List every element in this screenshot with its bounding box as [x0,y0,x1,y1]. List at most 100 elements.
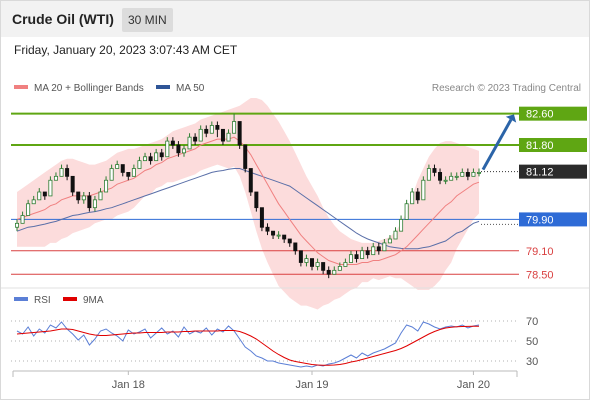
candle [193,133,198,145]
candle [215,121,220,138]
candle [48,176,53,197]
rsi-panel: 70 50 30 [11,316,538,368]
candle [276,231,281,239]
candle [337,262,342,271]
legend-swatch-ma20 [14,85,28,89]
rsi-9ma-line [16,325,480,366]
arrow-shaft [481,118,513,171]
candle [237,121,242,149]
candle [404,199,409,220]
candle [198,125,203,142]
candle [26,199,31,216]
candle [365,246,370,259]
candle [315,258,320,271]
candle [476,168,481,177]
candle [298,250,303,267]
candle [209,121,214,134]
candle [438,168,443,185]
candle [465,168,470,181]
legend-label-rsi: RSI [34,295,51,306]
candle [126,172,131,181]
candle [53,172,58,181]
legend-swatch-ma50 [156,85,170,89]
x-tick-label: Jan 19 [295,379,328,391]
candle [432,164,437,177]
candle [65,164,70,181]
candle [376,242,381,255]
candle [220,128,225,145]
candle [98,188,103,201]
candle [282,234,287,243]
candle [76,191,81,204]
instrument-title: Crude Oil (WTI) [12,11,114,27]
candle [449,172,454,181]
candle [348,250,353,263]
candle [37,188,42,201]
rsi-line [16,321,480,368]
candle [31,195,36,205]
candle [204,125,209,138]
candle [426,164,431,181]
candle [271,230,276,239]
level-tag-81-80: 81.80 [526,140,554,152]
candles [14,113,481,279]
header-bar: Crude Oil (WTI) 30 MIN [1,1,589,37]
candle [226,129,231,142]
level-tag-79-10: 79.10 [526,246,554,258]
candle [471,168,476,177]
candle [187,133,192,150]
rsi-gridlines: 70 50 30 [11,316,538,368]
candle [371,242,376,256]
level-lines [11,112,519,275]
candle [254,191,259,212]
legend-swatch-9ma [63,297,77,301]
rsi-tick-70: 70 [526,316,538,328]
level-tag-81-12-bg [519,164,587,179]
candle [382,239,387,252]
x-axis: Jan 18 Jan 19 Jan 20 [12,370,518,391]
level-tag-79-90: 79.90 [526,214,554,226]
candle [59,164,64,177]
candle [343,258,348,267]
candle [360,246,365,259]
candle [393,227,398,240]
candle [176,141,181,157]
candle [81,192,86,204]
bollinger-band [17,98,479,310]
legend-swatch-rsi [14,297,28,301]
level-tag-79-90-bg [519,212,587,227]
rsi-tick-30: 30 [526,356,538,368]
candle [304,254,309,267]
candle [410,188,415,205]
candle [120,164,125,177]
level-tag-82-60: 82.60 [526,109,554,121]
candle [232,113,237,134]
level-tag-81-12: 81.12 [526,167,554,179]
level-tag-81-80-bg [519,138,587,152]
ma20-line [16,136,480,265]
candle [92,195,97,212]
candle [14,219,19,232]
timeframe-button[interactable]: 30 MIN [122,8,173,32]
candle [454,172,459,181]
candle [165,137,170,158]
candle [265,223,270,236]
candle [415,188,420,204]
candle [354,250,359,263]
datetime-label: Friday, January 20, 2023 3:07:43 AM CET [14,43,238,57]
level-tag-82-60-bg [519,106,587,121]
level-tags: 82.60 81.80 81.12 79.90 79.10 78.50 [519,106,587,281]
candle [243,144,248,173]
candle [293,242,298,255]
legend-label-ma20: MA 20 + Bollinger Bands [34,83,144,94]
candle [143,152,148,162]
candle [70,175,75,196]
candle [137,156,142,169]
candle [170,137,175,149]
x-tick-label: Jan 20 [457,379,490,391]
candle [443,176,448,185]
rsi-tick-50: 50 [526,336,538,348]
x-tick-label: Jan 18 [112,379,145,391]
candle [115,160,120,169]
